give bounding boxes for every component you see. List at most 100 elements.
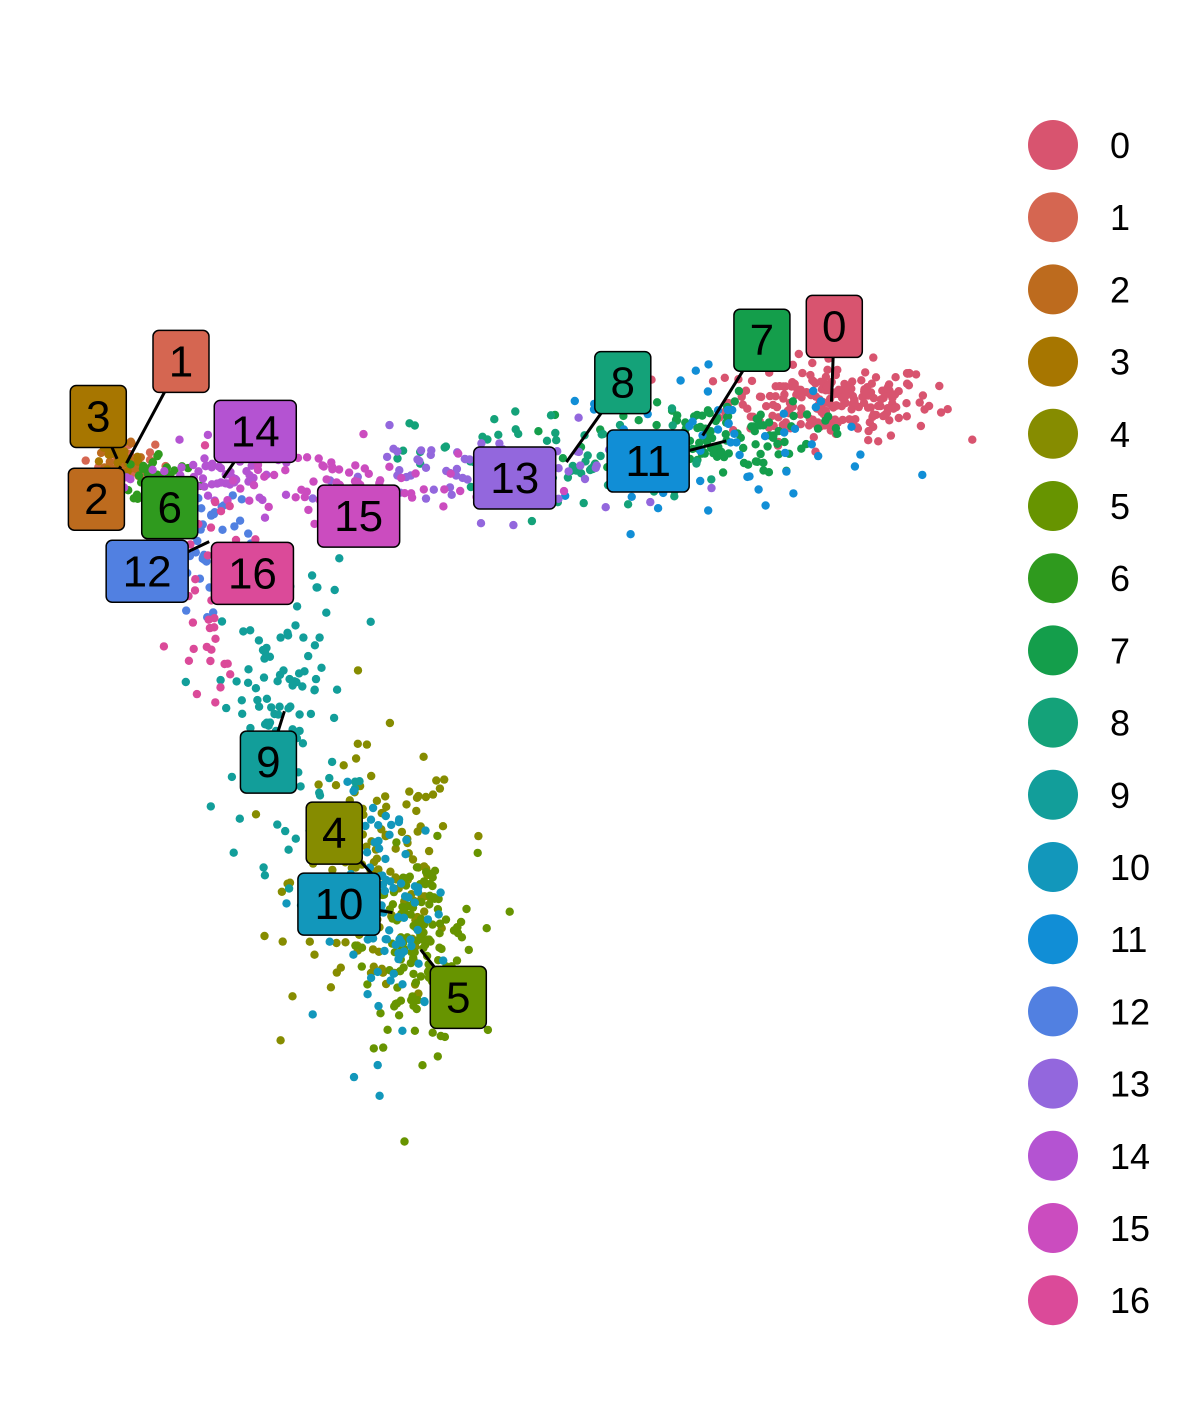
point-cluster-10 xyxy=(381,854,390,864)
legend-entry-3: 3 xyxy=(1028,336,1130,387)
point-cluster-9 xyxy=(296,782,305,791)
point-cluster-15 xyxy=(245,496,254,505)
point-cluster-0 xyxy=(891,373,900,382)
point-cluster-5 xyxy=(428,1028,437,1037)
point-cluster-5 xyxy=(413,918,422,928)
legend-swatch-2 xyxy=(1028,264,1078,315)
point-cluster-4 xyxy=(336,963,345,972)
legend-swatch-6 xyxy=(1028,553,1078,604)
point-cluster-5 xyxy=(363,980,372,989)
cluster-label-text-8: 8 xyxy=(611,359,635,408)
point-cluster-15 xyxy=(411,469,420,478)
point-cluster-5 xyxy=(369,1044,378,1053)
point-cluster-14 xyxy=(216,478,226,487)
point-cluster-9 xyxy=(270,709,279,719)
cluster-label-text-7: 7 xyxy=(750,316,774,365)
point-cluster-8 xyxy=(667,404,677,413)
point-cluster-0 xyxy=(892,403,901,412)
cluster-label-box-9 xyxy=(239,730,298,794)
point-cluster-14 xyxy=(203,430,213,440)
legend-swatch-15 xyxy=(1028,1203,1078,1253)
point-cluster-13 xyxy=(429,485,438,494)
legend-entry-2: 2 xyxy=(1028,264,1130,315)
point-cluster-7 xyxy=(730,397,739,406)
point-cluster-10 xyxy=(398,980,407,989)
point-cluster-14 xyxy=(177,463,186,472)
point-cluster-11 xyxy=(688,417,697,426)
point-cluster-5 xyxy=(405,872,414,881)
point-cluster-5 xyxy=(433,1052,442,1061)
point-cluster-0 xyxy=(775,382,784,391)
point-cluster-0 xyxy=(822,382,832,391)
point-cluster-15 xyxy=(419,485,428,494)
point-cluster-10 xyxy=(387,820,396,830)
legend-label-10: 10 xyxy=(1110,847,1150,888)
point-cluster-1 xyxy=(145,448,155,457)
point-cluster-12 xyxy=(235,516,245,525)
point-cluster-14 xyxy=(160,467,169,476)
point-cluster-5 xyxy=(407,948,416,957)
point-cluster-9 xyxy=(281,826,290,836)
point-cluster-9 xyxy=(306,709,316,719)
point-cluster-4 xyxy=(391,844,400,853)
point-cluster-7 xyxy=(763,442,772,451)
point-cluster-14 xyxy=(175,435,184,444)
legend-entry-8: 8 xyxy=(1028,697,1130,748)
point-cluster-16 xyxy=(192,689,202,699)
point-cluster-15 xyxy=(364,469,373,478)
point-cluster-11 xyxy=(856,450,865,459)
point-cluster-0 xyxy=(837,393,847,403)
point-cluster-6 xyxy=(134,471,144,480)
point-cluster-13 xyxy=(415,456,424,466)
point-cluster-11 xyxy=(704,360,713,369)
legend-swatch-13 xyxy=(1028,1058,1078,1109)
point-cluster-10 xyxy=(349,950,358,959)
point-cluster-15 xyxy=(281,466,290,475)
point-cluster-5 xyxy=(408,992,417,1001)
point-cluster-16 xyxy=(205,623,215,633)
point-cluster-15 xyxy=(327,458,336,467)
point-cluster-7 xyxy=(751,440,760,449)
point-cluster-10 xyxy=(374,821,383,830)
point-cluster-16 xyxy=(206,656,215,666)
point-cluster-7 xyxy=(831,424,841,433)
legend-swatch-1 xyxy=(1028,192,1078,243)
point-cluster-10 xyxy=(325,937,334,946)
legend-swatch-7 xyxy=(1028,625,1078,676)
point-cluster-13 xyxy=(447,490,456,499)
point-cluster-16 xyxy=(206,523,216,532)
point-cluster-10 xyxy=(401,850,410,859)
legend-label-16: 16 xyxy=(1110,1280,1150,1321)
legend-swatch-4 xyxy=(1028,408,1078,459)
point-cluster-6 xyxy=(154,450,163,459)
point-cluster-13 xyxy=(576,461,585,470)
point-cluster-5 xyxy=(464,945,473,955)
point-cluster-0 xyxy=(920,405,929,414)
point-cluster-13 xyxy=(564,467,573,476)
point-cluster-10 xyxy=(349,786,358,796)
cluster-label-box-3 xyxy=(69,384,128,449)
legend-entry-6: 6 xyxy=(1028,553,1130,604)
point-cluster-13 xyxy=(463,475,472,484)
point-cluster-15 xyxy=(309,477,318,486)
point-cluster-16 xyxy=(184,656,194,665)
point-cluster-4 xyxy=(339,761,348,770)
point-cluster-10 xyxy=(374,836,383,846)
legend-label-15: 15 xyxy=(1110,1208,1150,1249)
legend-entry-12: 12 xyxy=(1028,986,1150,1037)
point-cluster-5 xyxy=(435,929,444,938)
legend-label-6: 6 xyxy=(1110,558,1130,599)
point-cluster-5 xyxy=(505,907,514,916)
cluster-label-text-10: 10 xyxy=(314,880,363,929)
point-cluster-13 xyxy=(421,494,431,503)
point-cluster-10 xyxy=(386,877,395,886)
point-cluster-9 xyxy=(310,641,320,650)
point-cluster-15 xyxy=(446,469,455,478)
point-cluster-9 xyxy=(286,702,295,711)
point-cluster-4 xyxy=(440,775,449,784)
point-cluster-4 xyxy=(424,846,434,856)
point-cluster-11 xyxy=(691,366,700,375)
legend-swatch-11 xyxy=(1028,914,1078,965)
point-cluster-15 xyxy=(302,453,312,462)
